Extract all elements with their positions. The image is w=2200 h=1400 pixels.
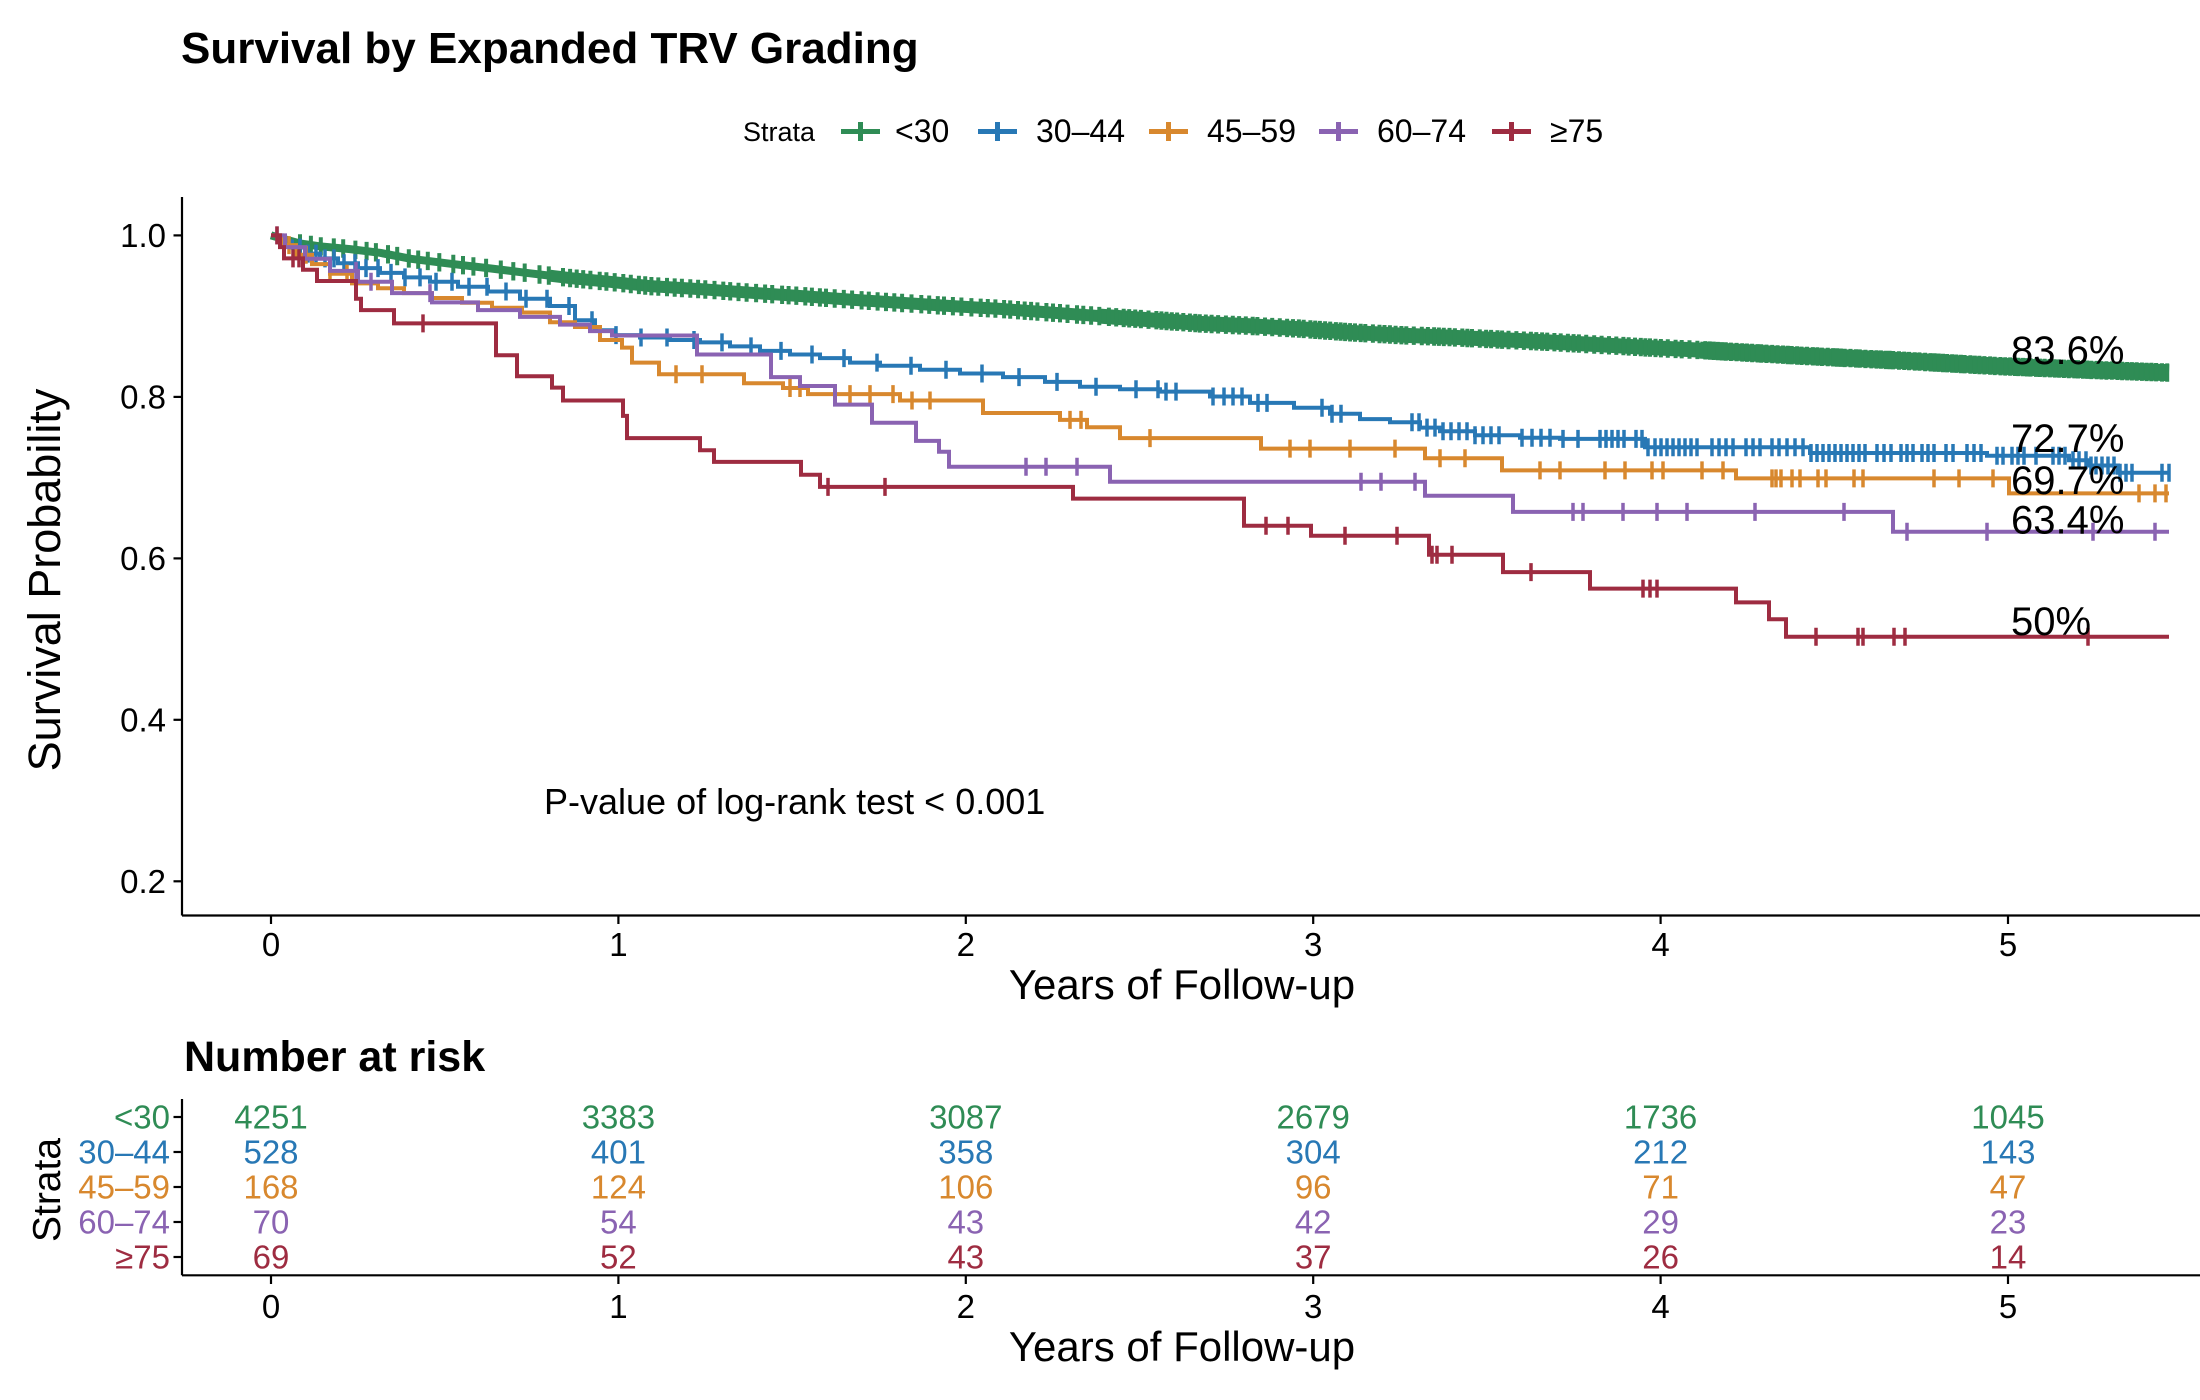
svg-text:1.0: 1.0	[120, 217, 166, 254]
svg-text:Survival by Expanded TRV Gradi: Survival by Expanded TRV Grading	[181, 24, 919, 73]
svg-text:37: 37	[1295, 1239, 1332, 1276]
svg-text:<30: <30	[895, 113, 949, 149]
svg-text:358: 358	[938, 1134, 993, 1171]
svg-text:3: 3	[1304, 926, 1322, 963]
svg-text:43: 43	[947, 1204, 984, 1241]
svg-text:0.6: 0.6	[120, 540, 166, 577]
svg-text:29: 29	[1642, 1204, 1679, 1241]
svg-text:5: 5	[1999, 1288, 2017, 1325]
svg-text:30–44: 30–44	[78, 1134, 170, 1171]
svg-text:43: 43	[947, 1239, 984, 1276]
svg-text:45–59: 45–59	[1207, 113, 1296, 149]
svg-text:30–44: 30–44	[1036, 113, 1125, 149]
svg-text:<30: <30	[114, 1099, 170, 1136]
svg-text:124: 124	[591, 1169, 646, 1206]
svg-text:304: 304	[1286, 1134, 1341, 1171]
svg-text:96: 96	[1295, 1169, 1332, 1206]
svg-text:Strata: Strata	[743, 117, 816, 147]
svg-text:69.7%: 69.7%	[2011, 459, 2124, 503]
svg-text:5: 5	[1999, 926, 2017, 963]
svg-text:60–74: 60–74	[1377, 113, 1466, 149]
svg-text:1: 1	[609, 926, 627, 963]
svg-text:212: 212	[1633, 1134, 1688, 1171]
svg-text:72.7%: 72.7%	[2011, 417, 2124, 461]
svg-text:3: 3	[1304, 1288, 1322, 1325]
svg-text:106: 106	[938, 1169, 993, 1206]
svg-text:2679: 2679	[1276, 1099, 1349, 1136]
svg-text:Years of Follow-up: Years of Follow-up	[1009, 961, 1355, 1008]
svg-text:4: 4	[1651, 1288, 1669, 1325]
svg-text:≥75: ≥75	[115, 1239, 170, 1276]
svg-text:63.4%: 63.4%	[2011, 499, 2124, 543]
svg-text:P-value of log-rank test < 0.0: P-value of log-rank test < 0.001	[544, 781, 1045, 822]
svg-text:1: 1	[609, 1288, 627, 1325]
svg-text:23: 23	[1990, 1204, 2027, 1241]
svg-text:0.4: 0.4	[120, 701, 166, 738]
svg-text:401: 401	[591, 1134, 646, 1171]
svg-text:Strata: Strata	[26, 1138, 69, 1242]
svg-text:69: 69	[253, 1239, 290, 1276]
svg-text:2: 2	[957, 926, 975, 963]
svg-text:83.6%: 83.6%	[2011, 329, 2124, 373]
svg-text:47: 47	[1990, 1169, 2027, 1206]
svg-text:71: 71	[1642, 1169, 1679, 1206]
svg-text:0.8: 0.8	[120, 378, 166, 415]
svg-text:Years of Follow-up: Years of Follow-up	[1009, 1323, 1355, 1370]
svg-text:26: 26	[1642, 1239, 1679, 1276]
svg-text:1045: 1045	[1971, 1099, 2044, 1136]
svg-text:70: 70	[253, 1204, 290, 1241]
svg-text:3383: 3383	[582, 1099, 655, 1136]
svg-text:45–59: 45–59	[78, 1169, 170, 1206]
svg-text:3087: 3087	[929, 1099, 1002, 1136]
svg-text:Survival Probability: Survival Probability	[19, 388, 70, 771]
svg-text:≥75: ≥75	[1550, 113, 1603, 149]
svg-text:0.2: 0.2	[120, 863, 166, 900]
svg-text:143: 143	[1980, 1134, 2035, 1171]
svg-text:52: 52	[600, 1239, 637, 1276]
svg-text:4: 4	[1651, 926, 1669, 963]
svg-text:0: 0	[262, 926, 280, 963]
svg-text:60–74: 60–74	[78, 1204, 170, 1241]
svg-text:168: 168	[243, 1169, 298, 1206]
svg-text:0: 0	[262, 1288, 280, 1325]
svg-text:42: 42	[1295, 1204, 1332, 1241]
svg-text:2: 2	[957, 1288, 975, 1325]
svg-text:54: 54	[600, 1204, 637, 1241]
svg-text:1736: 1736	[1624, 1099, 1697, 1136]
svg-text:14: 14	[1990, 1239, 2027, 1276]
svg-text:4251: 4251	[234, 1099, 307, 1136]
svg-text:50%: 50%	[2011, 600, 2091, 644]
svg-text:528: 528	[243, 1134, 298, 1171]
svg-text:Number at risk: Number at risk	[184, 1033, 485, 1081]
